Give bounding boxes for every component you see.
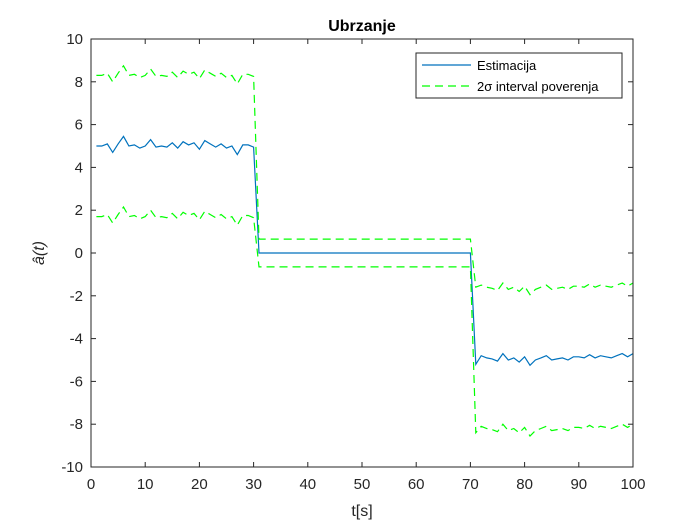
series-layer (96, 64, 634, 437)
y-tick-label: 4 (75, 159, 83, 176)
y-tick-label: -4 (70, 331, 83, 348)
legend-label-interval: 2σ interval poverenja (477, 79, 599, 94)
x-tick-label: 10 (137, 476, 154, 493)
series-line-1 (96, 64, 634, 296)
x-tick-label: 20 (191, 476, 208, 493)
x-tick-label: 70 (462, 476, 479, 493)
y-tick-label: 8 (75, 74, 83, 91)
legend-box (415, 52, 623, 99)
y-tick-label: -8 (70, 416, 83, 433)
y-tick-label: -2 (70, 288, 83, 305)
y-axis-ticks: -10 -8 -6 -4 -2 0 2 4 6 8 10 (61, 31, 633, 476)
x-tick-label: 50 (354, 476, 371, 493)
chart-title: Ubrzanje (328, 18, 396, 35)
legend: Estimacija 2σ interval poverenja (415, 52, 623, 99)
y-tick-label: 2 (75, 202, 83, 219)
x-tick-label: 40 (299, 476, 316, 493)
x-tick-label: 30 (245, 476, 262, 493)
y-axis-label: â(t) (31, 241, 48, 265)
x-tick-label: 100 (620, 476, 645, 493)
x-tick-label: 60 (408, 476, 425, 493)
y-tick-label: -10 (61, 459, 83, 476)
x-axis-ticks: 0 10 20 30 40 50 60 70 80 90 100 (87, 39, 646, 493)
x-axis-label: t[s] (351, 503, 372, 520)
y-tick-label: 10 (66, 31, 83, 48)
y-tick-label: 6 (75, 117, 83, 134)
x-tick-label: 80 (516, 476, 533, 493)
y-tick-label: -6 (70, 373, 83, 390)
x-tick-label: 90 (570, 476, 587, 493)
legend-label-estimacija: Estimacija (477, 58, 537, 73)
series-line-0 (96, 135, 634, 367)
series-line-2 (96, 205, 634, 437)
x-tick-label: 0 (87, 476, 95, 493)
y-tick-label: 0 (75, 245, 83, 262)
